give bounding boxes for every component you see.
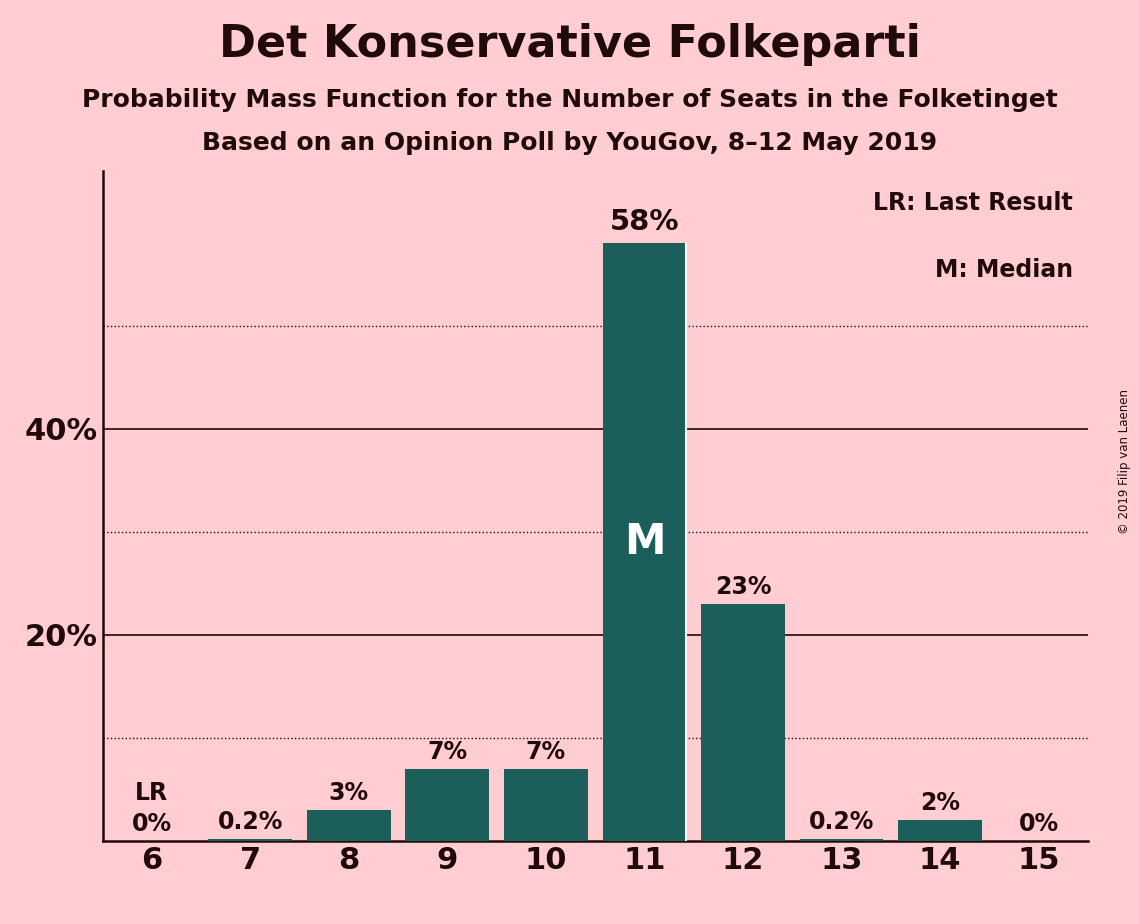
Text: © 2019 Filip van Laenen: © 2019 Filip van Laenen (1118, 390, 1131, 534)
Bar (208, 839, 293, 841)
Bar (306, 810, 391, 841)
Text: 7%: 7% (526, 739, 566, 763)
Text: 0.2%: 0.2% (218, 809, 282, 833)
Text: 0%: 0% (1018, 811, 1058, 835)
Text: 0.2%: 0.2% (809, 809, 874, 833)
Text: LR: Last Result: LR: Last Result (874, 191, 1073, 215)
Text: 23%: 23% (714, 575, 771, 599)
Text: 2%: 2% (920, 791, 960, 815)
Bar (503, 769, 588, 841)
Bar (700, 603, 785, 841)
Text: 7%: 7% (427, 739, 467, 763)
Text: Det Konservative Folkeparti: Det Konservative Folkeparti (219, 23, 920, 67)
Text: 58%: 58% (609, 208, 679, 236)
Bar (603, 243, 687, 841)
Text: Based on an Opinion Poll by YouGov, 8–12 May 2019: Based on an Opinion Poll by YouGov, 8–12… (202, 131, 937, 155)
Text: M: Median: M: Median (935, 258, 1073, 282)
Text: 3%: 3% (329, 781, 369, 805)
Bar (800, 839, 884, 841)
Text: 0%: 0% (132, 811, 172, 835)
Bar (898, 821, 982, 841)
Text: Probability Mass Function for the Number of Seats in the Folketinget: Probability Mass Function for the Number… (82, 88, 1057, 112)
Text: M: M (624, 521, 665, 563)
Text: LR: LR (136, 781, 169, 805)
Bar (405, 769, 490, 841)
